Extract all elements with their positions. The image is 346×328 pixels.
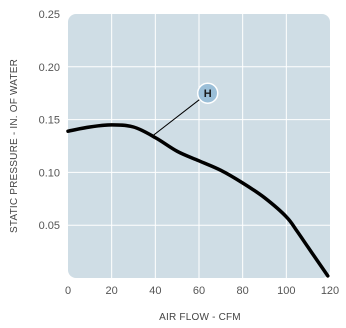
- annotation-label: H: [204, 88, 212, 100]
- x-tick-label: 60: [193, 285, 205, 297]
- x-tick-label: 80: [237, 285, 249, 297]
- annotation-marker: [196, 82, 219, 104]
- y-tick-label: 0.15: [39, 115, 60, 127]
- annotation: H: [152, 82, 219, 136]
- x-tick-label: 100: [277, 285, 295, 297]
- x-tick-label: 40: [149, 285, 161, 297]
- y-tick-label: 0.25: [39, 9, 60, 21]
- x-tick-label: 120: [321, 285, 339, 297]
- y-tick-label: 0.10: [39, 167, 60, 179]
- y-tick-labels: 0.05 0.10 0.15 0.20 0.25: [39, 9, 60, 232]
- annotation-leader-line: [152, 98, 201, 136]
- y-axis-title: STATIC PRESSURE - IN. OF WATER: [9, 59, 20, 233]
- x-tick-labels: 0 20 40 60 80 100 120: [65, 285, 339, 297]
- x-axis-title: AIR FLOW - CFM: [159, 312, 241, 323]
- x-tick-label: 0: [65, 285, 71, 297]
- x-tick-label: 20: [106, 285, 118, 297]
- y-tick-label: 0.05: [39, 220, 60, 232]
- grid: [68, 14, 330, 278]
- y-tick-label: 0.20: [39, 62, 60, 74]
- series-line: [66, 123, 330, 278]
